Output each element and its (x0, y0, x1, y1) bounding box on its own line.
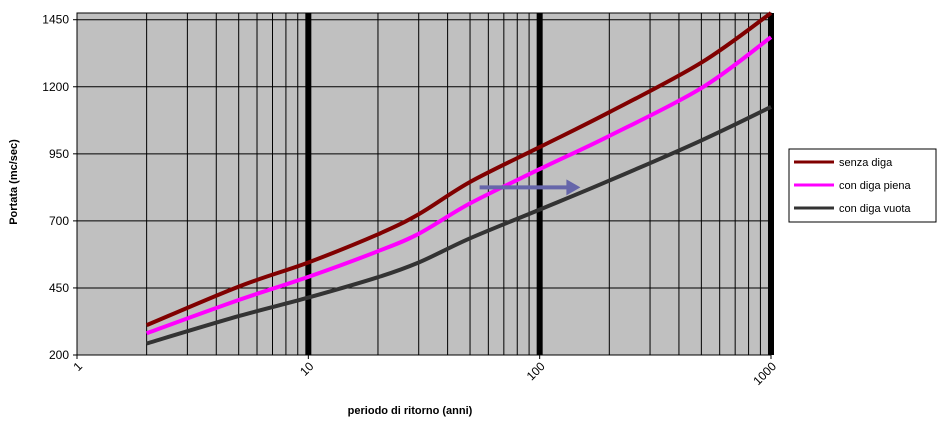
x-axis-title: periodo di ritorno (anni) (348, 405, 473, 417)
series-line-con-diga-vuota (146, 105, 772, 346)
y-tick-label: 950 (49, 147, 69, 161)
legend-label: con diga piena (839, 180, 911, 192)
annotation-arrow-head (566, 179, 581, 196)
y-axis-title: Portata (mc/sec) (8, 139, 20, 225)
series-line-senza-diga (145, 11, 773, 328)
x-tick-label: 1 (70, 359, 85, 374)
x-tick-label: 10 (297, 359, 317, 379)
y-tick-label: 450 (49, 281, 69, 295)
legend-label: con diga vuota (839, 203, 911, 215)
plot-background (77, 13, 771, 355)
plot-area: 200 450 700 950 1200 1450 1 10 100 1000 (42, 11, 779, 388)
y-tick-label: 1450 (42, 13, 69, 27)
legend: senza diga con diga piena con diga vuota (788, 148, 937, 223)
x-tick-label: 100 (524, 359, 548, 383)
series-line-con-diga-piena (145, 35, 773, 336)
legend-item-con-diga-piena: con diga piena (794, 180, 911, 192)
plot-border (76, 12, 772, 356)
y-tick-label: 200 (49, 348, 69, 362)
legend-label: senza diga (839, 157, 893, 169)
legend-item-con-diga-vuota: con diga vuota (794, 203, 911, 215)
legend-item-senza-diga: senza diga (794, 157, 893, 169)
y-tick-label: 1200 (42, 80, 69, 94)
x-tick-label: 1000 (750, 359, 779, 388)
y-tick-label: 700 (49, 214, 69, 228)
